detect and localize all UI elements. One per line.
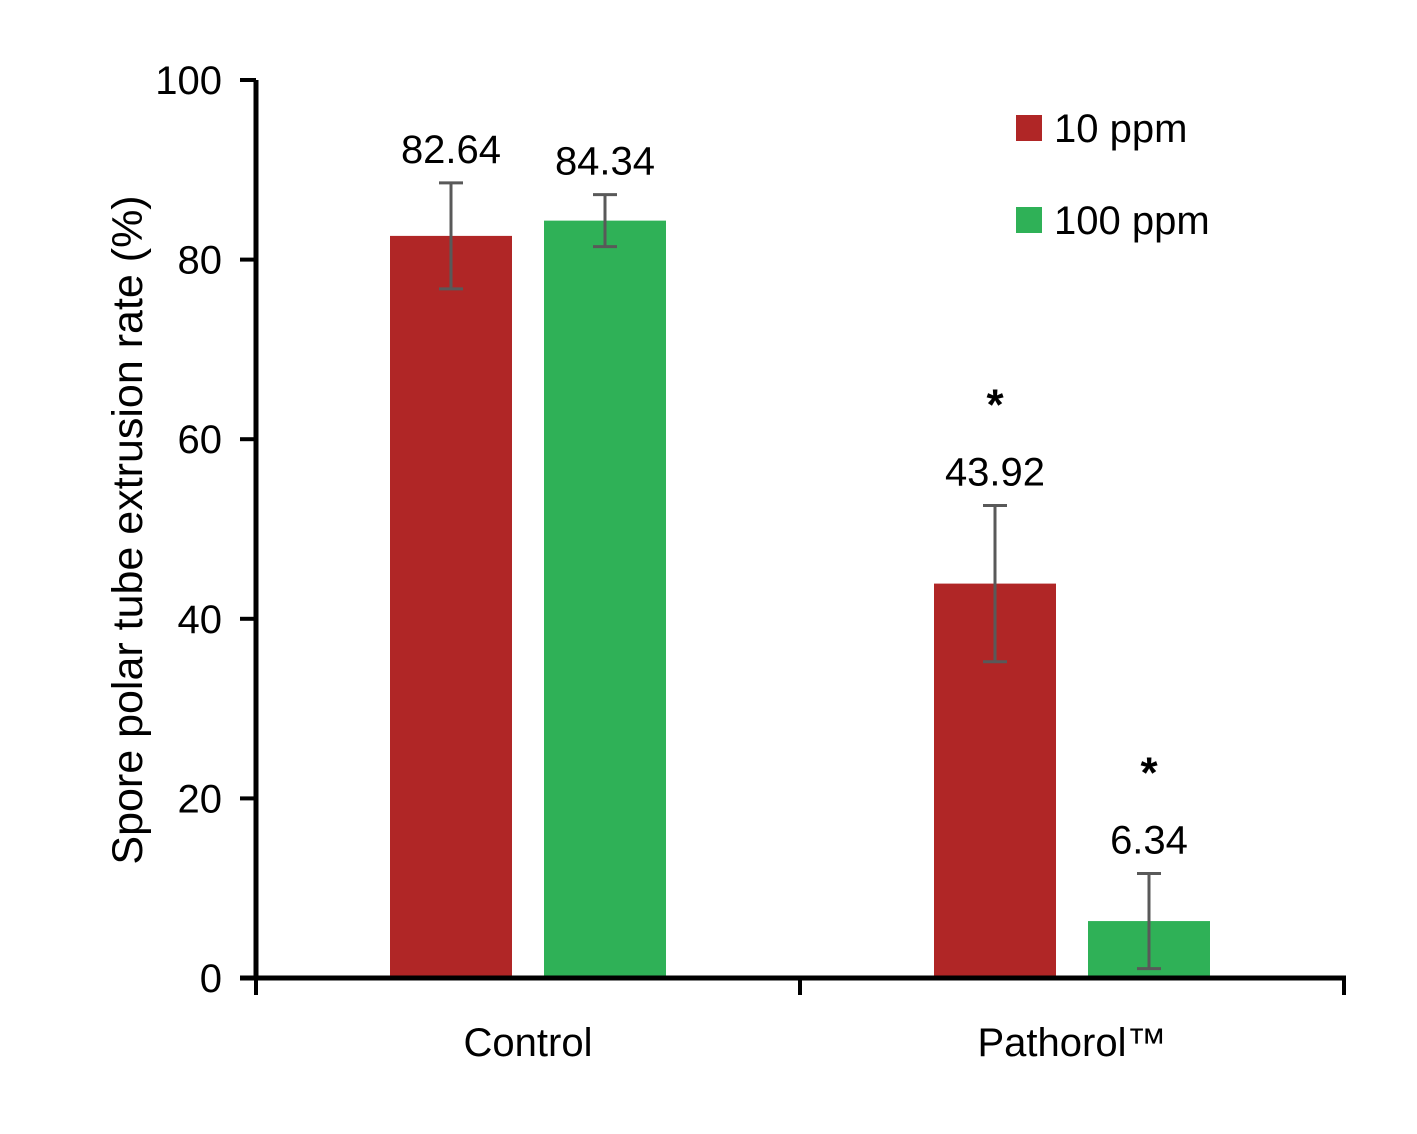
data-label: 43.92	[945, 450, 1045, 494]
y-tick-label: 0	[200, 957, 222, 1001]
legend-swatch	[1016, 115, 1042, 141]
bars	[390, 220, 1210, 978]
bar	[544, 220, 666, 978]
y-tick-label: 100	[155, 59, 222, 103]
legend-label: 10 ppm	[1054, 107, 1187, 151]
y-axis-ticks: 0 20 40 60 80 100	[155, 59, 256, 1001]
data-label: 82.64	[401, 128, 501, 172]
bar	[390, 235, 512, 978]
x-tick-label: Pathorol™	[978, 1021, 1167, 1065]
y-tick-label: 80	[178, 239, 223, 283]
error-bars	[439, 181, 1161, 971]
y-axis-label: Spore polar tube extrusion rate (%)	[104, 195, 152, 864]
x-tick-label: Control	[464, 1021, 593, 1065]
y-tick-label: 60	[178, 418, 223, 462]
significance-marker: *	[1140, 748, 1158, 797]
legend: 10 ppm 100 ppm	[1016, 107, 1210, 243]
data-label: 84.34	[555, 140, 655, 184]
data-label: 6.34	[1110, 818, 1188, 862]
legend-swatch	[1016, 207, 1042, 233]
data-labels: 82.64 43.92 * 84.34 6.34 *	[401, 128, 1188, 863]
legend-label: 100 ppm	[1054, 199, 1210, 243]
x-axis-ticks: Control Pathorol™	[254, 978, 1346, 1065]
y-tick-label: 20	[178, 777, 223, 821]
significance-marker: *	[986, 380, 1004, 429]
y-tick-label: 40	[178, 598, 223, 642]
